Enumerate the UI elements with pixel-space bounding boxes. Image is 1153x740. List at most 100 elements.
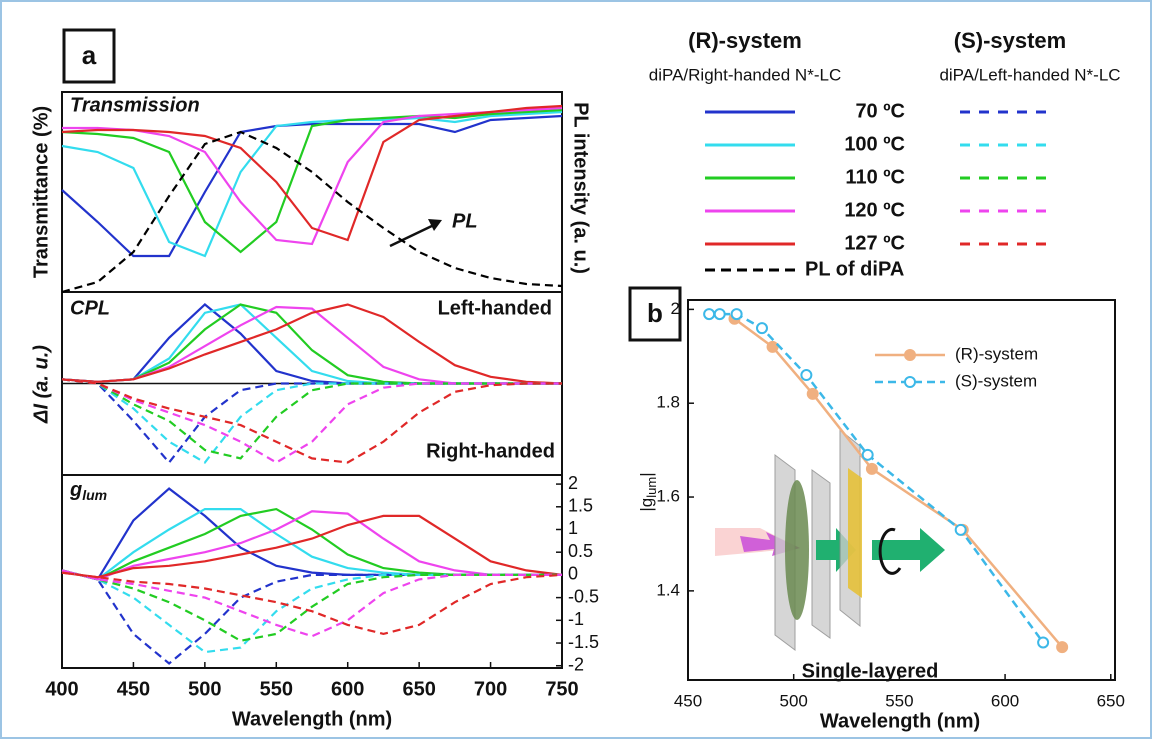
panel-label: b (647, 298, 663, 328)
annotation: CPL (70, 297, 110, 319)
inset-illustration (715, 428, 945, 651)
y2-tick-label: -1 (568, 609, 584, 629)
legend-group-subtitle: diPA/Right-handed N*-LC (649, 65, 841, 84)
y2-axis-label: PL intensity (a. u.) (570, 102, 592, 274)
x-tick-label: 600 (331, 678, 364, 700)
series-line (61, 378, 562, 464)
point (1056, 641, 1069, 654)
legend-group-title: (S)-system (954, 28, 1066, 53)
x-tick-label: 600 (991, 691, 1019, 710)
y-tick-label: 1.4 (656, 580, 680, 599)
legend-group-subtitle: diPA/Left-handed N*-LC (939, 65, 1120, 84)
x-tick-label: 500 (780, 691, 808, 710)
point (730, 308, 743, 321)
series-line (61, 514, 563, 579)
annotation: Left-handed (438, 297, 552, 319)
panel-label: a (82, 40, 97, 70)
series-line (61, 130, 563, 294)
annotation: glum (69, 479, 107, 502)
point (806, 387, 819, 400)
series-line (61, 303, 563, 385)
series-line (61, 378, 562, 464)
y-axis-label: Transmittance (%) (30, 106, 52, 278)
arrow-head (428, 219, 442, 231)
series-line (61, 510, 562, 581)
point (865, 462, 878, 475)
annotation: Single-layered (802, 660, 939, 682)
label-part: |g (637, 498, 656, 512)
x-axis-label: Wavelength (nm) (820, 710, 980, 732)
legend-label: 100 ºC (844, 133, 905, 155)
y2-tick-label: -1.5 (568, 632, 599, 652)
x-tick-label: 550 (260, 678, 293, 700)
series-line (61, 110, 563, 258)
x-tick-label: 650 (402, 678, 435, 700)
series-line (61, 114, 563, 258)
series-line (61, 104, 563, 242)
legend-marker (904, 349, 916, 361)
series-line (61, 569, 562, 638)
y2-tick-label: 0 (568, 564, 578, 584)
panel-b-box (687, 299, 1116, 681)
panel-label-box (62, 28, 116, 84)
x-tick-label: 700 (474, 678, 507, 700)
y-tick-label: 1.6 (656, 487, 680, 506)
series-line (61, 569, 562, 654)
annotation: Right-handed (426, 440, 555, 462)
x-tick-label: 400 (45, 678, 78, 700)
y-tick-label: 1.8 (656, 393, 680, 412)
panel-label-box (628, 286, 682, 342)
point (954, 523, 967, 536)
y2-tick-label: 2 (568, 473, 578, 493)
point (703, 308, 716, 321)
legend-label: 110 ºC (845, 166, 905, 188)
x-tick-label: 550 (885, 691, 913, 710)
annotation: PL (452, 210, 478, 232)
y2-tick-label: -0.5 (568, 586, 599, 606)
legend-label: 70 ºC (855, 100, 905, 122)
point (1037, 636, 1050, 649)
point (800, 369, 813, 382)
label-subscript: lum (644, 477, 659, 498)
lc-layer (848, 468, 862, 598)
y2-tick-label: -2 (568, 654, 584, 674)
legend-label: PL of diPA (805, 258, 904, 280)
y2-tick-label: 1 (568, 518, 578, 538)
series-line (733, 317, 1064, 649)
x-tick-label: 500 (188, 678, 221, 700)
legend-label: (R)-system (955, 344, 1038, 363)
light-arrow (872, 528, 945, 572)
x-tick-label: 750 (545, 678, 578, 700)
y-tick-label: 2 (671, 299, 680, 318)
point (766, 340, 779, 353)
y2-tick-label: 0.5 (568, 541, 593, 561)
label-part: | (637, 472, 656, 476)
x-tick-label: 650 (1097, 691, 1125, 710)
x-tick-label: 450 (674, 691, 702, 710)
arrow (389, 222, 437, 248)
legend-label: 127 ºC (844, 232, 905, 254)
x-tick-label: 450 (117, 678, 150, 700)
x-axis-label: Wavelength (nm) (232, 708, 392, 730)
label-subscript: lum (82, 487, 107, 503)
point (713, 308, 726, 321)
legend-label: 120 ºC (844, 199, 905, 221)
annotation: Transmission (70, 94, 200, 116)
legend-group-title: (R)-system (688, 28, 802, 53)
rotation-arrow (878, 527, 902, 575)
legend-label: (S)-system (955, 371, 1037, 390)
legend-marker (904, 376, 916, 388)
y-axis-label: ΔI (a. u.) (30, 345, 52, 424)
point (861, 448, 874, 461)
film (785, 480, 809, 620)
series-line (61, 569, 562, 642)
series-line (61, 108, 563, 254)
y-axis-label: |glum| (637, 472, 659, 511)
series-line (61, 571, 563, 636)
label-part: g (69, 479, 82, 501)
y2-tick-label: 1.5 (568, 496, 593, 516)
point (755, 322, 768, 335)
